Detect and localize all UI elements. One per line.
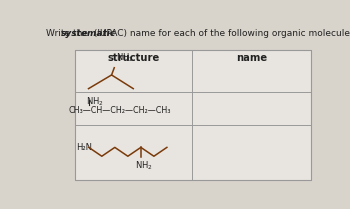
Text: NH$_2$: NH$_2$ (116, 51, 133, 64)
Text: H₂N: H₂N (76, 143, 92, 152)
Bar (75, 50, 311, 180)
Text: name: name (236, 53, 267, 63)
Text: NH$_2$: NH$_2$ (86, 95, 103, 108)
Text: CH₃—CH—CH₂—CH₂—CH₃: CH₃—CH—CH₂—CH₂—CH₃ (69, 106, 171, 115)
Text: Write the: Write the (47, 29, 91, 38)
Text: systematic: systematic (61, 29, 117, 38)
Text: structure: structure (107, 53, 159, 63)
Text: NH$_2$: NH$_2$ (135, 159, 153, 172)
Text: (IUPAC) name for each of the following organic molecules:: (IUPAC) name for each of the following o… (91, 29, 350, 38)
